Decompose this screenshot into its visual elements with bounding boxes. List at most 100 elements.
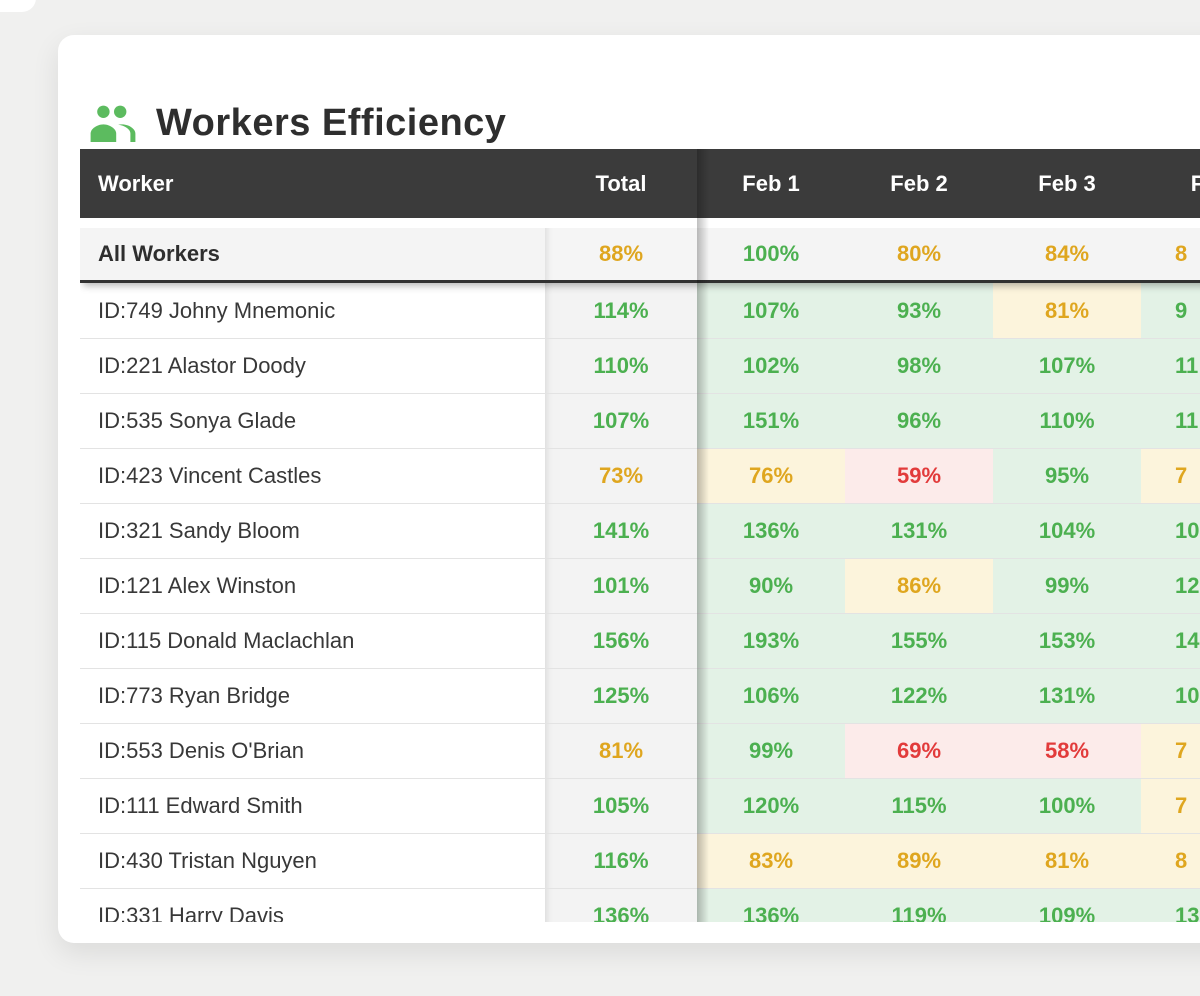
column-header-feb3: Feb 3 xyxy=(1038,170,1096,196)
worker-name-cell: All Workers xyxy=(98,241,220,266)
table-row: ID:221 Alastor Doody 110% 102% 98% 107% … xyxy=(80,338,1200,393)
total-cell: 88% xyxy=(545,228,697,280)
day-cell-feb2: 89% xyxy=(845,834,993,888)
day-cell-feb1: 76% xyxy=(697,449,845,503)
table-row: ID:553 Denis O'Brian 81% 99% 69% 58% 7 xyxy=(80,723,1200,778)
day-cell-feb1: 136% xyxy=(697,889,845,922)
worker-name-cell: ID:749 Johny Mnemonic xyxy=(98,297,336,323)
day-cell-feb1: 83% xyxy=(697,834,845,888)
day-cell-feb2: 93% xyxy=(845,283,993,338)
worker-name-cell: ID:221 Alastor Doody xyxy=(98,353,306,378)
card-header: Workers Efficiency xyxy=(88,101,506,145)
day-cell-feb2: 59% xyxy=(845,449,993,503)
column-header-worker: Worker xyxy=(98,170,174,196)
total-cell: 101% xyxy=(545,559,697,613)
adjacent-card-corner xyxy=(0,0,36,12)
group-icon xyxy=(88,101,138,145)
day-cell-feb3: 107% xyxy=(993,339,1141,393)
day-cell-feb3: 104% xyxy=(993,504,1141,558)
day-cell-feb4: 11 xyxy=(1141,339,1200,393)
day-cell-feb2: 122% xyxy=(845,669,993,723)
table-row: ID:115 Donald Maclachlan 156% 193% 155% … xyxy=(80,613,1200,668)
page-title: Workers Efficiency xyxy=(156,101,507,144)
worker-name-cell: ID:331 Harry Davis xyxy=(98,903,284,922)
day-cell-feb4: 13 xyxy=(1141,889,1200,922)
total-cell: 136% xyxy=(545,889,697,922)
day-cell-feb3: 58% xyxy=(993,724,1141,778)
worker-name-cell: ID:121 Alex Winston xyxy=(98,573,297,598)
worker-name-cell: ID:553 Denis O'Brian xyxy=(98,738,304,763)
day-cell-feb2: 80% xyxy=(896,241,942,266)
day-cell-feb1: 193% xyxy=(697,614,845,668)
day-cell-feb4: 14 xyxy=(1141,614,1200,668)
day-cell-feb1: 102% xyxy=(697,339,845,393)
day-cell-feb1: 106% xyxy=(697,669,845,723)
day-cell-feb4: 8 xyxy=(1141,834,1200,888)
day-cell-feb2: 98% xyxy=(845,339,993,393)
day-cell-feb2: 69% xyxy=(845,724,993,778)
total-cell: 116% xyxy=(545,834,697,888)
day-cell-feb3: 81% xyxy=(993,834,1141,888)
worker-name-cell: ID:535 Sonya Glade xyxy=(98,408,297,433)
total-cell: 114% xyxy=(545,283,697,338)
day-cell-feb2: 131% xyxy=(845,504,993,558)
workers-efficiency-card: Workers Efficiency Worker Total Feb 1 Fe… xyxy=(58,35,1200,943)
day-cell-feb3: 99% xyxy=(993,559,1141,613)
day-cell-feb2: 119% xyxy=(845,889,993,922)
table-row: ID:321 Sandy Bloom 141% 136% 131% 104% 1… xyxy=(80,503,1200,558)
table-row: ID:331 Harry Davis 136% 136% 119% 109% 1… xyxy=(80,888,1200,922)
day-cell-feb4: 7 xyxy=(1141,449,1200,503)
column-header-feb1: Feb 1 xyxy=(742,170,800,196)
day-cell-feb2: 96% xyxy=(845,394,993,448)
total-cell: 141% xyxy=(545,504,697,558)
table-row: ID:430 Tristan Nguyen 116% 83% 89% 81% 8 xyxy=(80,833,1200,888)
table-row: ID:121 Alex Winston 101% 90% 86% 99% 12 xyxy=(80,558,1200,613)
table-row: ID:535 Sonya Glade 107% 151% 96% 110% 11 xyxy=(80,393,1200,448)
total-cell: 156% xyxy=(545,614,697,668)
day-cell-feb3: 153% xyxy=(993,614,1141,668)
table-row: ID:111 Edward Smith 105% 120% 115% 100% … xyxy=(80,778,1200,833)
worker-name-cell: ID:111 Edward Smith xyxy=(98,793,303,818)
total-cell: 125% xyxy=(545,669,697,723)
day-cell-feb3: 131% xyxy=(993,669,1141,723)
day-cell-feb4: 10 xyxy=(1141,504,1200,558)
day-cell-feb1: 90% xyxy=(697,559,845,613)
day-cell-feb4: 12 xyxy=(1141,559,1200,613)
worker-name-cell: ID:423 Vincent Castles xyxy=(98,463,322,488)
day-cell-feb1: 99% xyxy=(697,724,845,778)
day-cell-feb4: 11 xyxy=(1141,394,1200,448)
day-cell-feb1: 107% xyxy=(697,283,845,338)
day-cell-feb1: 136% xyxy=(697,504,845,558)
day-cell-feb2: 115% xyxy=(845,779,993,833)
day-cell-feb2: 155% xyxy=(845,614,993,668)
table-row: ID:749 Johny Mnemonic 114% 107% 93% 81% … xyxy=(80,283,1200,338)
table-row: ID:423 Vincent Castles 73% 76% 59% 95% 7 xyxy=(80,448,1200,503)
header-gap xyxy=(80,218,1200,228)
column-header-feb4: Feb 4 xyxy=(1190,170,1200,196)
day-cell-feb1: 120% xyxy=(697,779,845,833)
column-header-feb2: Feb 2 xyxy=(890,170,948,196)
efficiency-table[interactable]: Worker Total Feb 1 Feb 2 Feb 3 Feb 4 All… xyxy=(80,149,1200,922)
day-cell-feb4: 7 xyxy=(1141,724,1200,778)
total-cell: 81% xyxy=(545,724,697,778)
day-cell-feb3: 84% xyxy=(1044,241,1090,266)
total-cell: 110% xyxy=(545,339,697,393)
summary-row: All Workers 88% 100% 80% 84% 8 xyxy=(80,228,1200,283)
total-cell: 105% xyxy=(545,779,697,833)
day-cell-feb3: 81% xyxy=(993,283,1141,338)
worker-name-cell: ID:115 Donald Maclachlan xyxy=(98,628,355,653)
column-header-total: Total xyxy=(595,170,647,196)
day-cell-feb4: 9 xyxy=(1141,283,1200,338)
day-cell-feb3: 109% xyxy=(993,889,1141,922)
table-row: ID:773 Ryan Bridge 125% 106% 122% 131% 1… xyxy=(80,668,1200,723)
day-cell-feb1: 151% xyxy=(697,394,845,448)
table-header-row: Worker Total Feb 1 Feb 2 Feb 3 Feb 4 xyxy=(80,149,1200,218)
day-cell-feb2: 86% xyxy=(845,559,993,613)
total-cell: 73% xyxy=(545,449,697,503)
day-cell-feb4: 8 xyxy=(1175,241,1188,266)
day-cell-feb3: 95% xyxy=(993,449,1141,503)
worker-name-cell: ID:430 Tristan Nguyen xyxy=(98,848,317,873)
day-cell-feb3: 100% xyxy=(993,779,1141,833)
day-cell-feb4: 7 xyxy=(1141,779,1200,833)
